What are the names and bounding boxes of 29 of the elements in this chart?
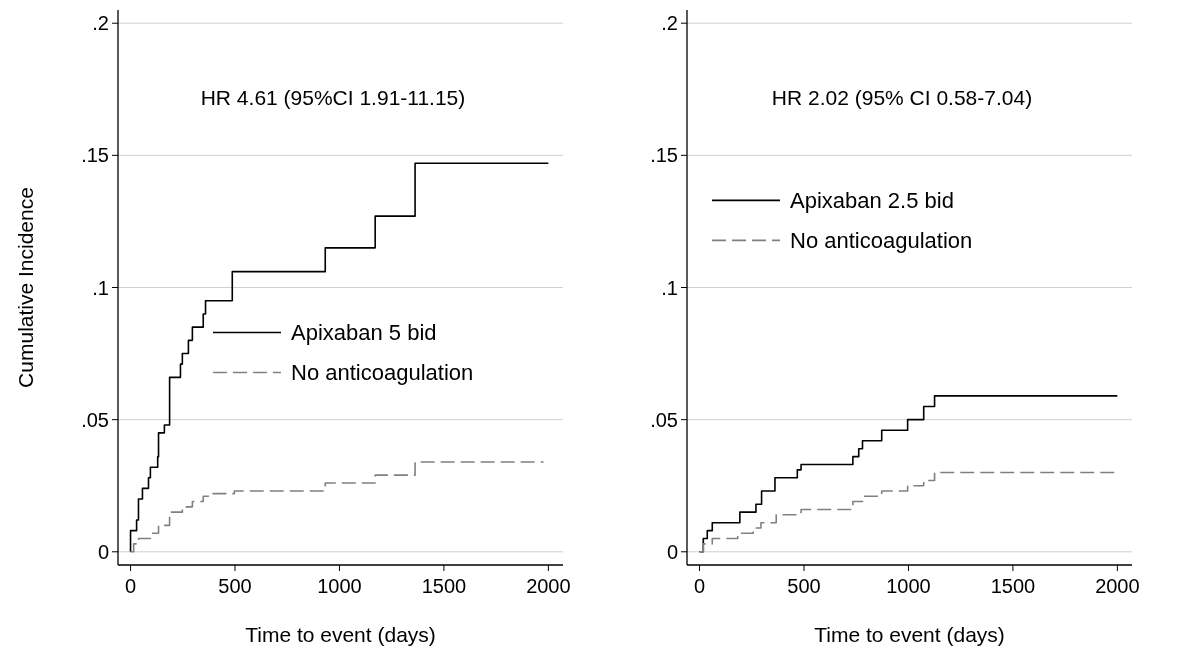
y-tick-label: .1 [92,276,109,299]
x-tick-label: 0 [693,575,706,597]
legend-label: Apixaban 5 bid [291,320,437,346]
x-axis-title: Time to event (days) [814,623,1005,646]
x-axis-title: Time to event (days) [245,623,436,646]
y-tick-label: .1 [661,276,678,299]
x-tick-label: 500 [218,575,252,597]
x-tick-label: 2000 [1095,575,1140,597]
x-tick-label: 0 [124,575,137,597]
x-tick-label: 1500 [421,575,467,597]
y-axis-title: Cumulative Incidence [14,187,37,388]
x-tick-label: 2000 [526,575,571,597]
y-tick-label: .05 [650,408,678,431]
y-tick-label: 0 [97,540,109,563]
y-tick-label: .05 [81,408,109,431]
y-tick-label: .2 [661,12,678,35]
y-tick-label: .2 [92,12,109,35]
x-tick-label: 1000 [317,575,362,597]
legend-label: No anticoagulation [291,360,474,386]
x-tick-label: 500 [787,575,821,597]
y-tick-label: .15 [650,144,678,167]
y-tick-label: 0 [666,540,678,563]
x-tick-label: 1000 [886,575,931,597]
legend-label: No anticoagulation [790,228,973,254]
annotation: HR 4.61 (95%CI 1.91-11.15) [200,86,466,109]
annotation: HR 2.02 (95% CI 0.58-7.04) [771,86,1033,109]
legend-label: Apixaban 2.5 bid [790,188,954,214]
x-tick-label: 1500 [990,575,1036,597]
y-tick-label: .15 [81,144,109,167]
